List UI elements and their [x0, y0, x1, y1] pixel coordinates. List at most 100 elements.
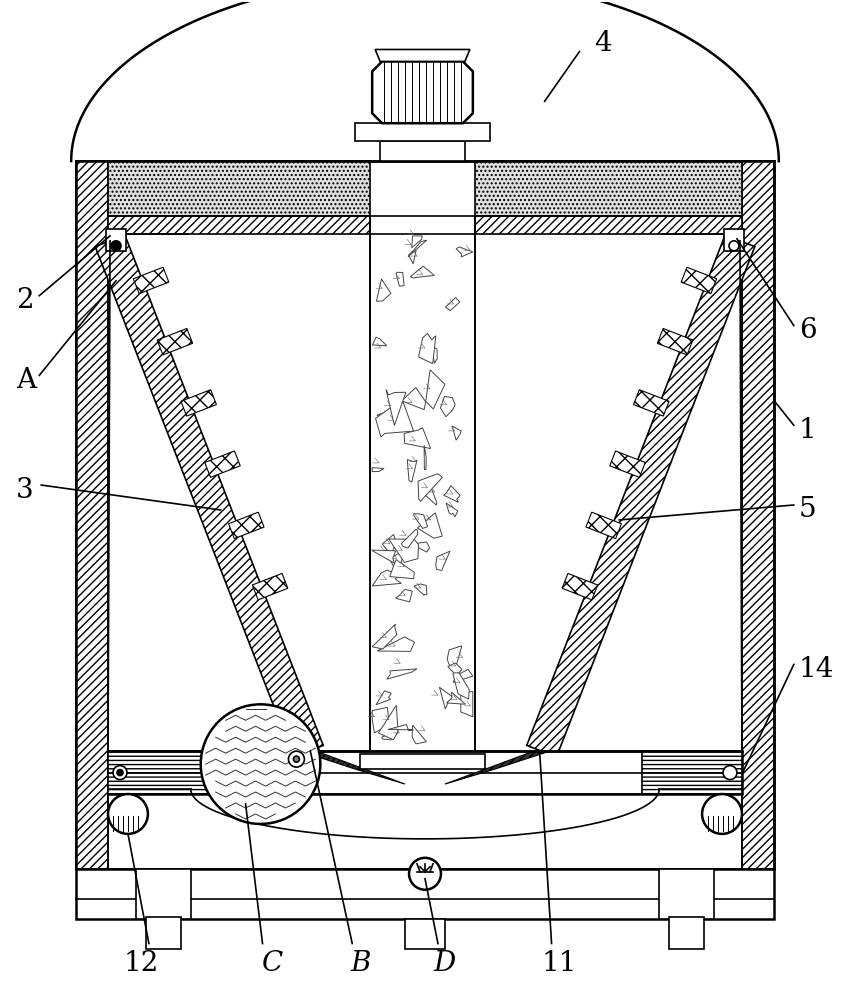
Polygon shape: [404, 428, 430, 449]
Polygon shape: [396, 272, 404, 286]
Bar: [360, 754, 484, 769]
Polygon shape: [412, 542, 429, 552]
Text: 3: 3: [16, 477, 34, 504]
Polygon shape: [424, 445, 426, 470]
Polygon shape: [387, 669, 417, 679]
Polygon shape: [252, 573, 288, 600]
Bar: [355, 123, 490, 141]
Polygon shape: [440, 687, 454, 709]
Polygon shape: [447, 646, 462, 675]
Polygon shape: [388, 725, 413, 730]
Polygon shape: [412, 236, 422, 248]
Bar: [146, 917, 180, 949]
Polygon shape: [634, 390, 669, 416]
Polygon shape: [376, 691, 391, 705]
Polygon shape: [453, 669, 473, 682]
Polygon shape: [414, 584, 427, 595]
Bar: [370, 234, 475, 754]
Polygon shape: [133, 267, 169, 294]
Polygon shape: [382, 534, 396, 556]
Polygon shape: [375, 49, 470, 61]
Polygon shape: [205, 451, 241, 477]
Text: A: A: [16, 367, 36, 394]
Polygon shape: [446, 692, 465, 704]
Polygon shape: [453, 668, 469, 699]
Polygon shape: [396, 589, 412, 602]
Circle shape: [723, 766, 737, 780]
Text: C: C: [262, 950, 283, 977]
Polygon shape: [412, 725, 427, 744]
Bar: [108, 751, 208, 794]
Polygon shape: [377, 409, 399, 429]
Bar: [642, 751, 742, 794]
Polygon shape: [407, 460, 417, 482]
Polygon shape: [95, 235, 324, 757]
Polygon shape: [446, 503, 457, 517]
Polygon shape: [389, 539, 418, 562]
Polygon shape: [158, 328, 192, 355]
Polygon shape: [382, 731, 398, 740]
Circle shape: [702, 794, 742, 834]
Polygon shape: [562, 573, 598, 600]
Polygon shape: [181, 390, 217, 416]
Bar: [475, 216, 742, 234]
Bar: [108, 216, 370, 234]
Polygon shape: [445, 751, 550, 784]
Polygon shape: [461, 691, 473, 717]
Text: 4: 4: [595, 30, 612, 57]
Circle shape: [289, 751, 304, 767]
Bar: [106, 229, 126, 251]
Circle shape: [729, 241, 739, 251]
Polygon shape: [413, 514, 428, 528]
Polygon shape: [432, 347, 437, 363]
Bar: [76, 161, 774, 869]
Bar: [475, 161, 742, 216]
Polygon shape: [372, 468, 384, 472]
Circle shape: [201, 704, 320, 824]
Bar: [405, 919, 445, 949]
Polygon shape: [372, 61, 473, 123]
Polygon shape: [372, 624, 396, 649]
Polygon shape: [527, 235, 755, 757]
Polygon shape: [452, 426, 461, 440]
Polygon shape: [408, 251, 416, 264]
Polygon shape: [457, 247, 473, 257]
Polygon shape: [377, 637, 414, 651]
Polygon shape: [401, 529, 418, 548]
Polygon shape: [229, 512, 264, 539]
Bar: [108, 751, 742, 794]
Polygon shape: [376, 279, 391, 301]
Polygon shape: [657, 328, 693, 355]
Bar: [76, 869, 774, 919]
Polygon shape: [372, 550, 396, 563]
Circle shape: [117, 770, 123, 776]
Bar: [724, 229, 744, 251]
Polygon shape: [390, 551, 403, 571]
Polygon shape: [408, 240, 427, 257]
Text: 12: 12: [124, 950, 158, 977]
Text: 1: 1: [799, 417, 817, 444]
Polygon shape: [610, 451, 645, 477]
Polygon shape: [418, 474, 442, 501]
Polygon shape: [586, 512, 622, 539]
Polygon shape: [373, 337, 387, 346]
Text: D: D: [434, 950, 456, 977]
Circle shape: [111, 241, 121, 251]
Polygon shape: [372, 570, 401, 586]
Bar: [742, 161, 774, 869]
Bar: [669, 917, 704, 949]
Bar: [108, 161, 370, 216]
Polygon shape: [372, 707, 389, 733]
Polygon shape: [418, 513, 442, 538]
Polygon shape: [444, 486, 460, 502]
Polygon shape: [426, 370, 445, 409]
Polygon shape: [446, 298, 460, 311]
Polygon shape: [375, 402, 413, 437]
Circle shape: [108, 794, 148, 834]
Bar: [380, 141, 465, 161]
Text: 11: 11: [542, 950, 578, 977]
Text: 2: 2: [16, 287, 34, 314]
Polygon shape: [448, 663, 462, 673]
Bar: [136, 869, 191, 919]
Polygon shape: [386, 389, 406, 425]
